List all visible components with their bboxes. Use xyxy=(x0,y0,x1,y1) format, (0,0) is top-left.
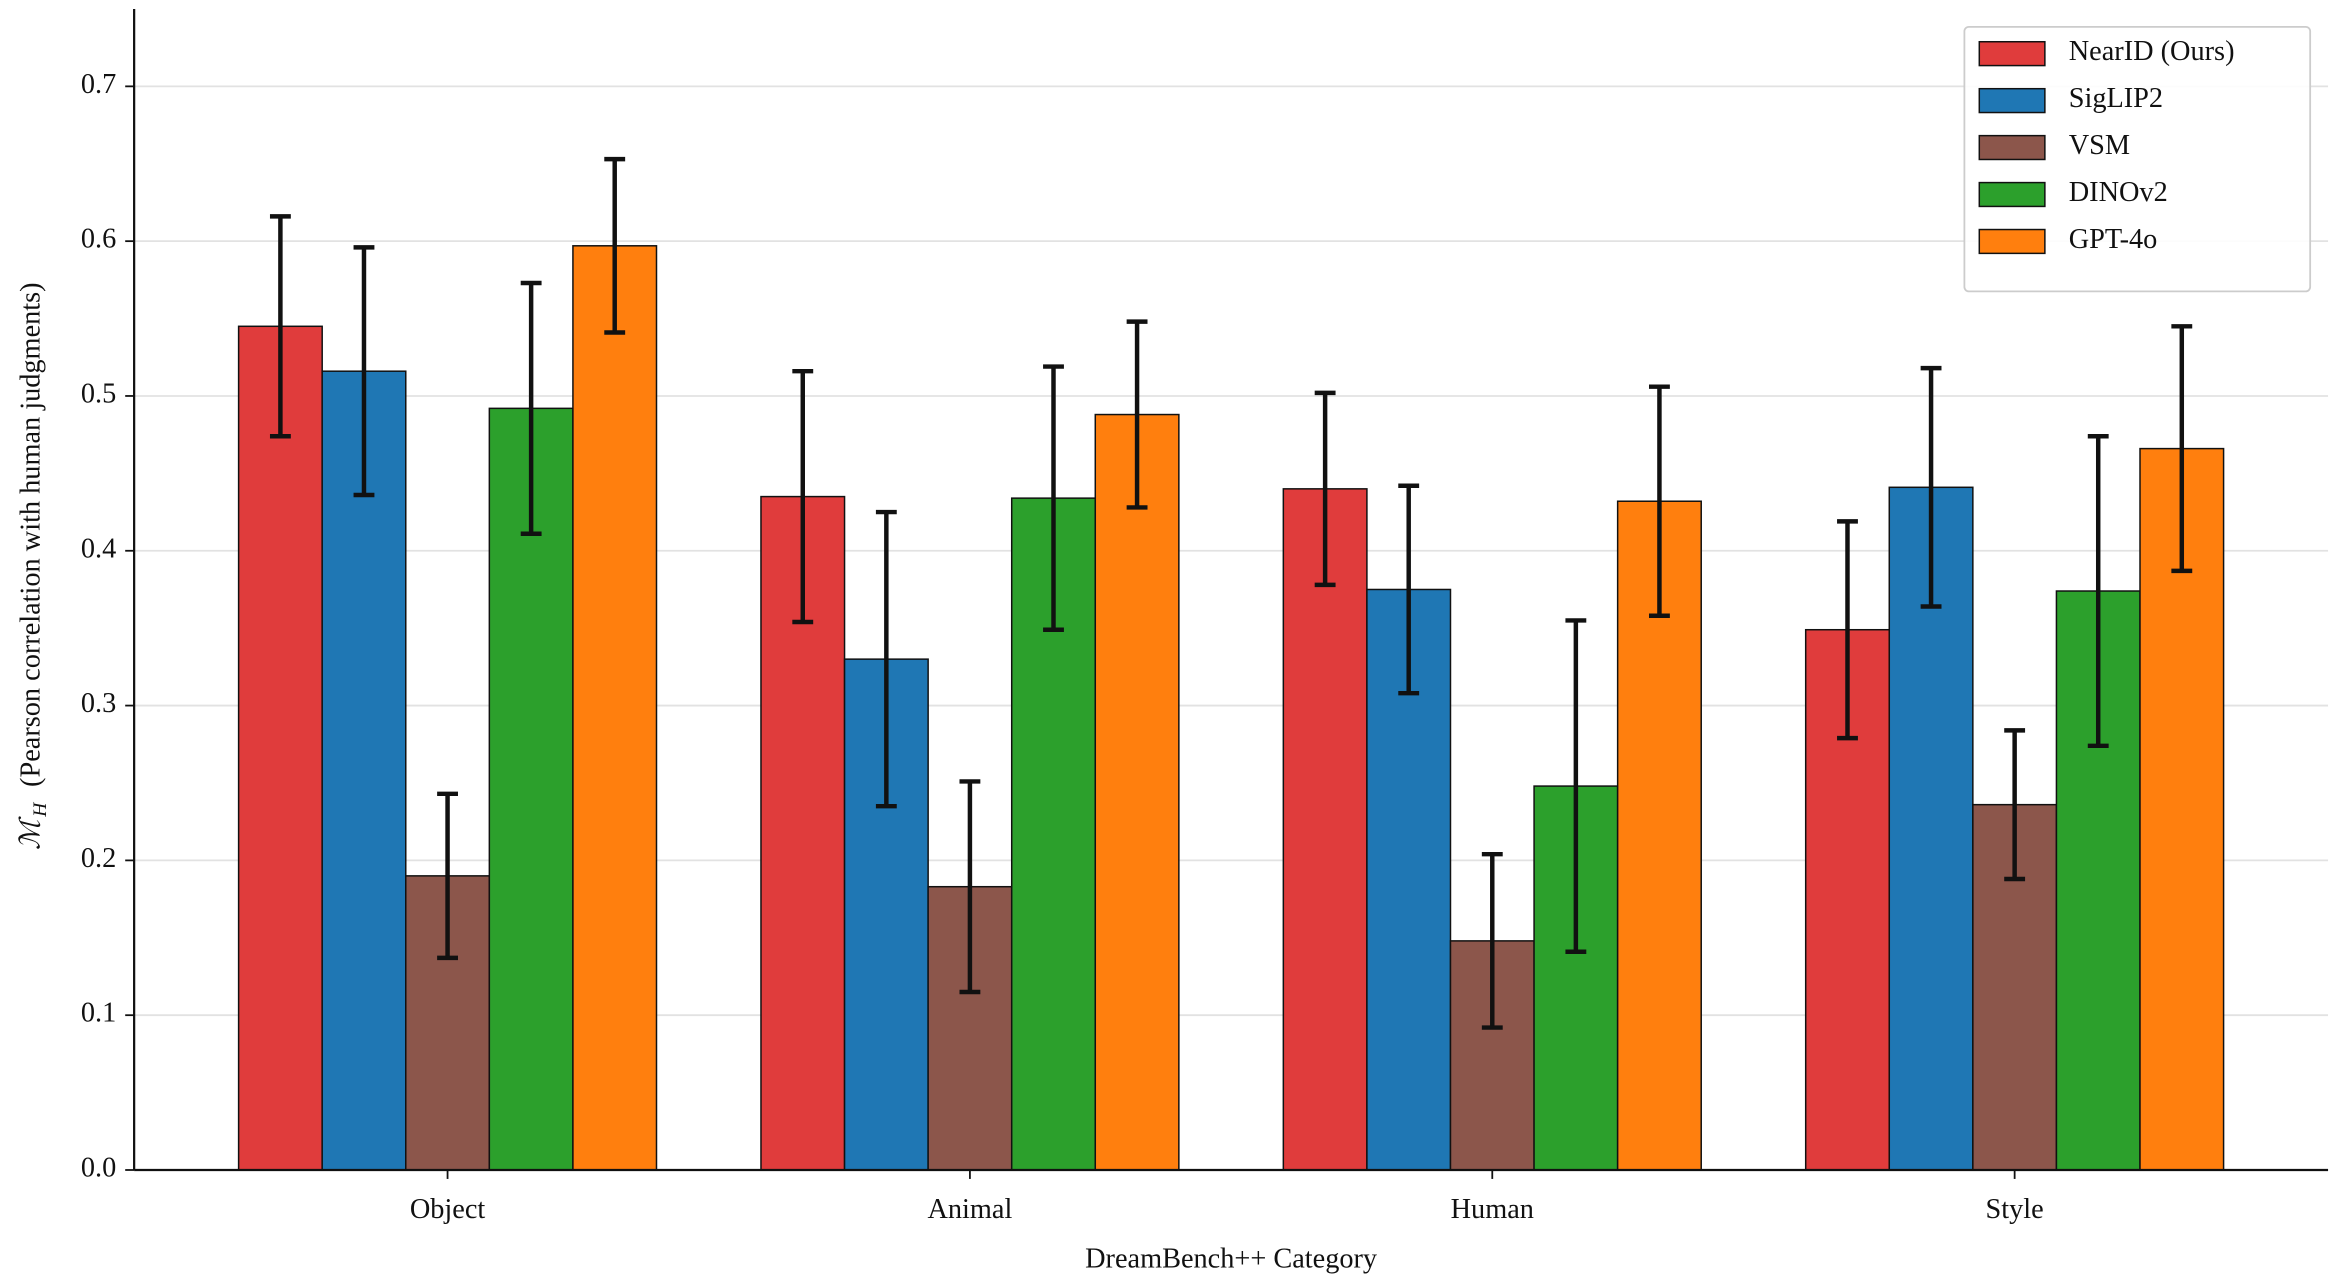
y-tick-label: 0.2 xyxy=(81,843,116,874)
x-tick-label: Style xyxy=(1986,1194,2044,1225)
legend-label: VSM xyxy=(2069,130,2130,161)
y-tick-label: 0.3 xyxy=(81,688,116,719)
bar xyxy=(1282,488,1368,1171)
y-axis-symbol: ℳ xyxy=(15,816,46,850)
x-tick-label: Human xyxy=(1451,1194,1534,1225)
bar xyxy=(1094,413,1180,1171)
y-tick-label: 0.6 xyxy=(81,224,116,255)
legend-label: DINOv2 xyxy=(2069,177,2168,208)
y-axis-label: (Pearson correlation with human judgment… xyxy=(15,282,46,787)
y-tick-label: 0.1 xyxy=(81,998,116,1029)
y-tick-label: 0.0 xyxy=(81,1152,116,1183)
x-tick-label: Object xyxy=(410,1194,486,1225)
x-axis-label: DreamBench++ Category xyxy=(1085,1243,1378,1274)
bar xyxy=(321,370,407,1171)
y-axis-subscript: H xyxy=(30,802,51,818)
legend-label: NearID (Ours) xyxy=(2069,36,2235,67)
y-axis-label-group: ℳ H (Pearson correlation with human judg… xyxy=(15,282,51,850)
bar xyxy=(237,325,323,1171)
legend-label: GPT-4o xyxy=(2069,224,2158,255)
legend-swatch xyxy=(1978,228,2046,255)
y-tick-label: 0.5 xyxy=(81,378,116,409)
legend-swatch xyxy=(1978,181,2046,208)
bar xyxy=(572,245,658,1171)
y-tick-label: 0.7 xyxy=(81,69,116,100)
legend-swatch xyxy=(1978,87,2046,114)
legend-label: SigLIP2 xyxy=(2069,83,2163,114)
legend-swatch xyxy=(1978,134,2046,161)
legend-box xyxy=(1963,25,2312,293)
legend-swatch xyxy=(1978,40,2046,67)
x-tick-label: Animal xyxy=(927,1194,1012,1225)
y-tick-label: 0.4 xyxy=(81,533,116,564)
